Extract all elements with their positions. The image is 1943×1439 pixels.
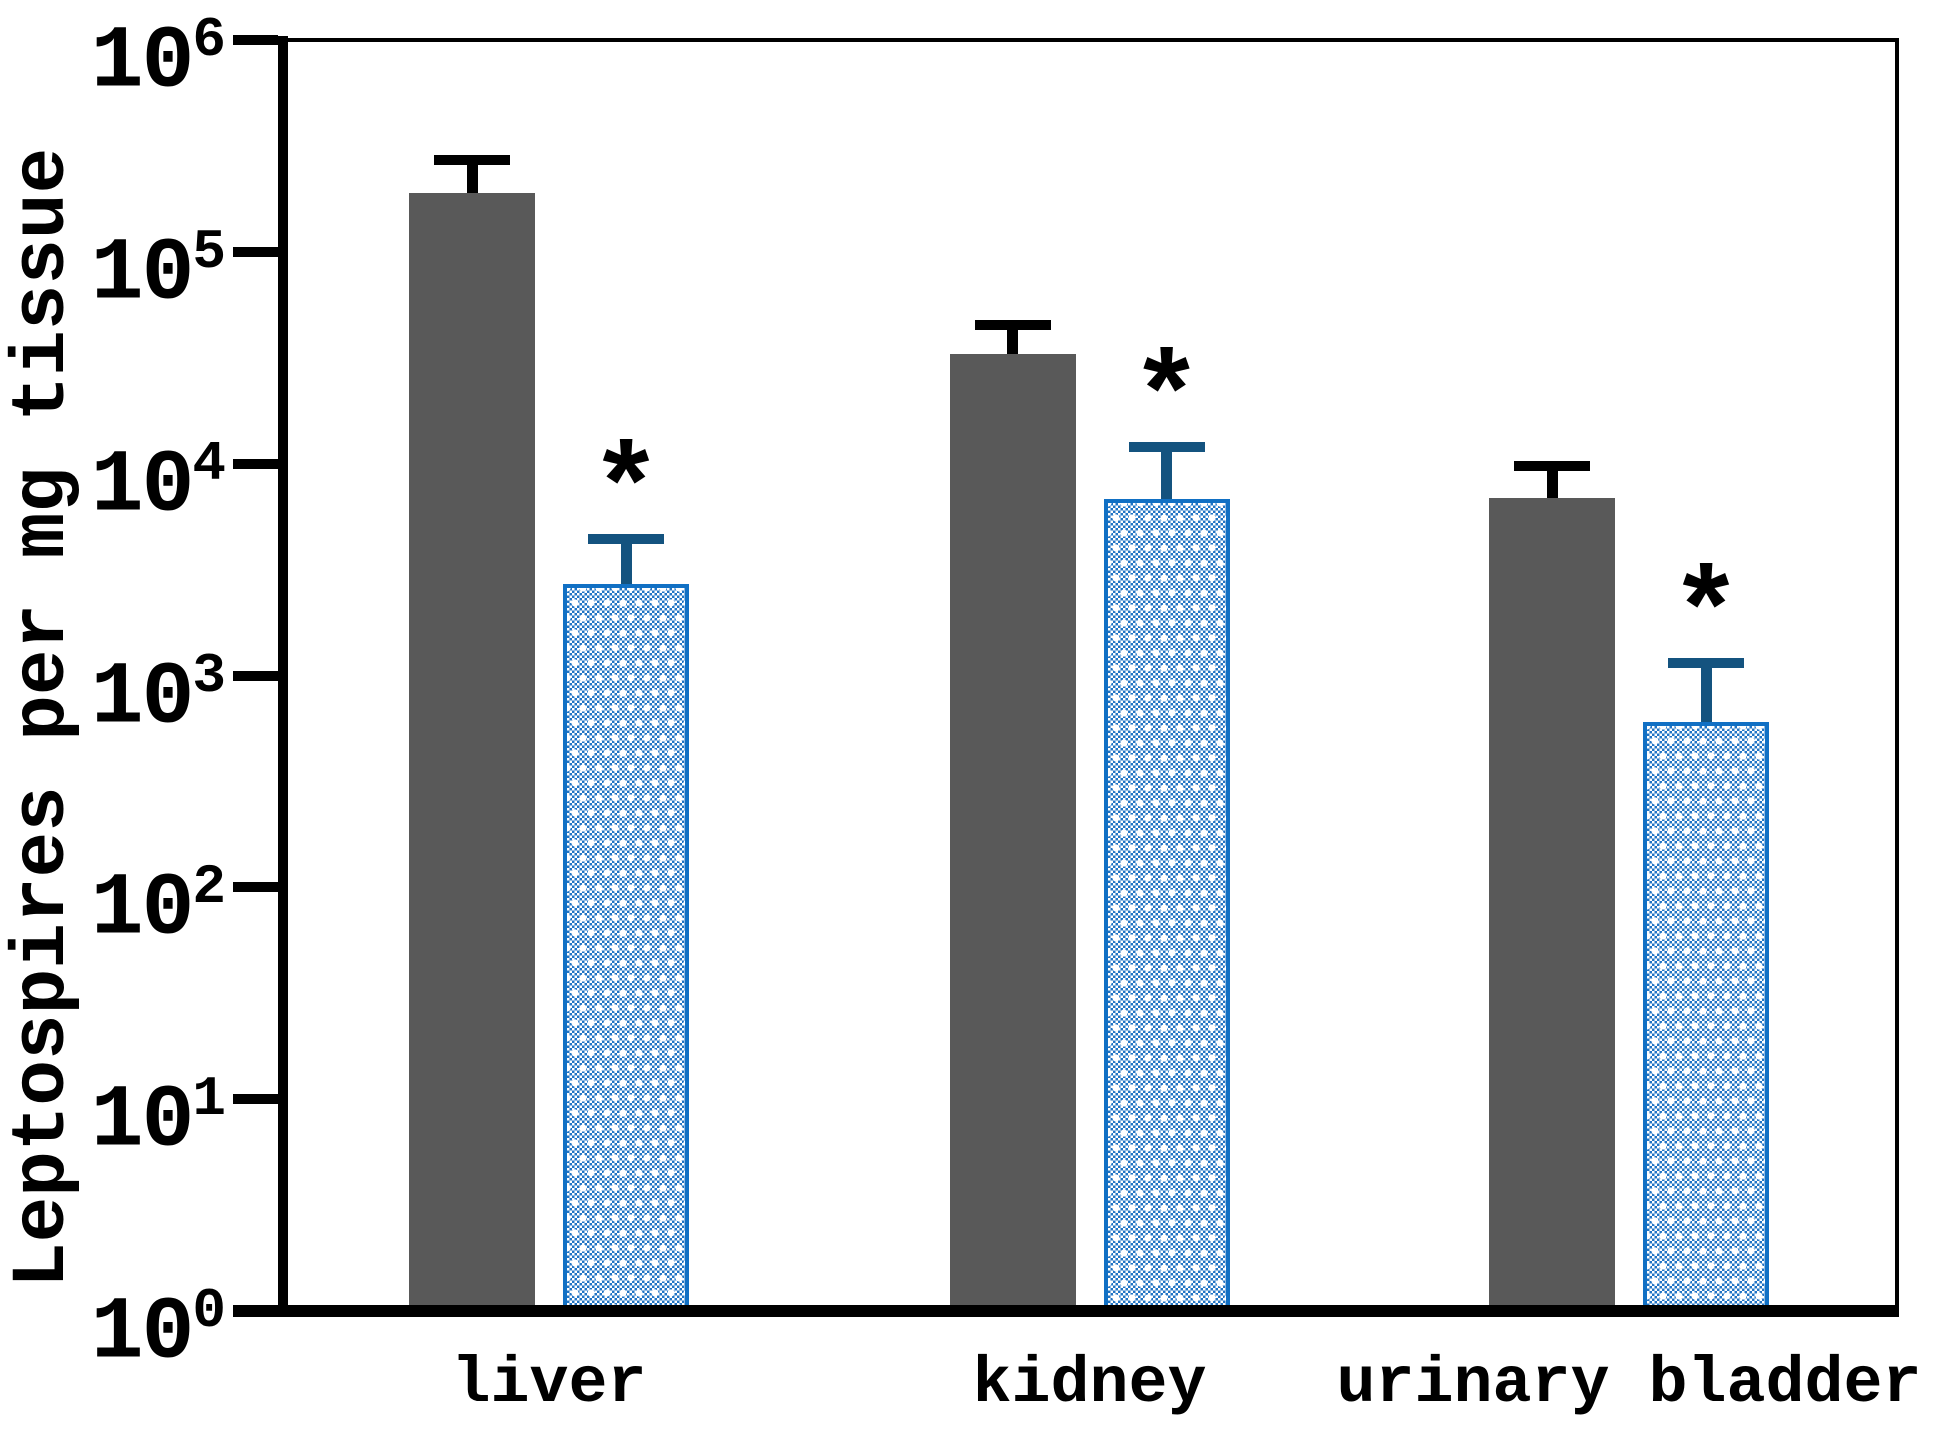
- bar-kidney-blue: [1103, 499, 1230, 1311]
- y-tick-mark-10e3: [233, 670, 278, 681]
- y-tick-label-10e2: 102: [90, 855, 226, 960]
- error-bar-stem-urinary-bladder-blue: [1700, 662, 1712, 723]
- error-bar-stem-liver-gray: [466, 160, 478, 193]
- error-bar-cap-urinary-bladder-gray: [1514, 460, 1590, 471]
- error-bar-stem-liver-blue: [620, 539, 632, 585]
- plot-top-border: [278, 38, 1898, 42]
- error-bar-stem-kidney-blue: [1161, 446, 1172, 500]
- bar-liver-blue: [563, 584, 689, 1311]
- error-bar-cap-kidney-blue: [1128, 441, 1205, 452]
- y-tick-mark-10e2: [233, 882, 278, 893]
- plot-right-border: [1895, 38, 1899, 1317]
- error-bar-cap-liver-gray: [434, 155, 510, 166]
- significance-asterisk-liver-blue: *: [589, 427, 662, 564]
- y-axis-line: [278, 36, 288, 1317]
- y-tick-label-10e1: 101: [90, 1067, 226, 1172]
- bar-urinary-bladder-gray: [1489, 497, 1615, 1311]
- y-tick-mark-10e5: [233, 246, 278, 257]
- y-tick-mark-10e4: [233, 458, 278, 469]
- error-bar-stem-kidney-gray: [1007, 325, 1018, 354]
- error-bar-cap-urinary-bladder-blue: [1668, 657, 1744, 668]
- x-axis-label-urinary-bladder: urinary bladder: [1336, 1346, 1922, 1421]
- bar-kidney-gray: [949, 353, 1076, 1311]
- error-bar-cap-kidney-gray: [974, 320, 1051, 331]
- y-tick-label-10e5: 105: [90, 219, 226, 325]
- y-tick-label-10e4: 104: [90, 431, 226, 536]
- x-axis-label-liver: liver: [451, 1346, 647, 1421]
- y-tick-label-10e3: 103: [90, 643, 226, 748]
- y-tick-mark-10e6: [233, 35, 278, 45]
- x-axis-label-kidney: kidney: [972, 1346, 1207, 1421]
- y-tick-label-10e6: 106: [90, 8, 226, 113]
- bar-urinary-bladder-blue: [1643, 722, 1769, 1311]
- bar-liver-gray: [409, 192, 535, 1311]
- x-axis-line: [233, 1305, 1898, 1317]
- error-bar-stem-urinary-bladder-gray: [1546, 465, 1558, 498]
- y-tick-label-10e0: 100: [90, 1279, 226, 1384]
- significance-asterisk-urinary-bladder-blue: *: [1669, 550, 1742, 687]
- y-tick-mark-10e1: [233, 1094, 278, 1105]
- error-bar-cap-liver-blue: [588, 534, 664, 545]
- significance-asterisk-kidney-blue: *: [1130, 334, 1203, 471]
